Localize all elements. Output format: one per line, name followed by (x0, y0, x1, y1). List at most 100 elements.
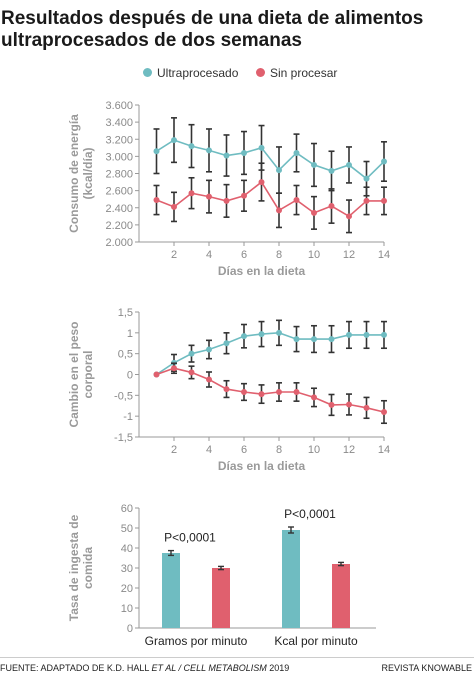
data-point-ultraprocesado (346, 331, 352, 338)
data-point-sin-procesar (276, 389, 282, 395)
legend: Ultraprocesado Sin procesar (0, 66, 474, 84)
x-tick-label: 10 (308, 249, 320, 261)
y-tick-label: 2.800 (105, 169, 133, 181)
y-tick-label: 2.600 (105, 186, 133, 198)
data-point-sin-procesar (363, 197, 370, 204)
data-point-sin-procesar (381, 409, 387, 415)
x-tick-label: 8 (276, 444, 282, 456)
y-tick-label: 0 (127, 370, 133, 382)
data-point-ultraprocesado (346, 161, 352, 168)
y-axis-title-line: Cambio en el peso (67, 321, 81, 427)
data-point-sin-procesar (346, 401, 352, 408)
x-tick-label: 12 (343, 444, 355, 456)
y-tick-label: 3.400 (105, 117, 133, 129)
footer-divider (0, 657, 474, 658)
legend-label-ultraprocesado: Ultraprocesado (157, 66, 239, 80)
data-point-sin-procesar (258, 179, 265, 186)
data-point-ultraprocesado (153, 148, 160, 155)
y-tick-label: -1,5 (114, 432, 133, 444)
data-point-sin-procesar (363, 404, 370, 411)
data-point-sin-procesar (206, 376, 212, 383)
x-tick-label: 12 (343, 249, 355, 261)
y-tick-label: 2.400 (105, 203, 133, 215)
y-tick-label: 2.200 (105, 220, 133, 232)
bar-ultraprocesado (282, 530, 300, 628)
data-point-sin-procesar (171, 203, 177, 210)
data-point-ultraprocesado (223, 152, 230, 159)
source-note-suffix: 2019 (266, 663, 290, 673)
data-point-ultraprocesado (328, 336, 335, 343)
y-tick-label: 10 (121, 603, 133, 615)
legend-label-sin-procesar: Sin procesar (270, 66, 338, 80)
data-point-sin-procesar (223, 197, 230, 204)
y-tick-label: 3.000 (105, 151, 133, 163)
data-point-sin-procesar (276, 207, 282, 214)
category-label: Gramos por minuto (145, 634, 248, 648)
category-label: Kcal por minuto (274, 634, 358, 648)
data-point-sin-procesar (381, 197, 387, 204)
data-point-ultraprocesado (206, 147, 212, 154)
y-axis-title: Cambio en el pesocorporal (67, 321, 95, 427)
data-point-ultraprocesado (328, 167, 335, 174)
data-point-ultraprocesado (363, 175, 370, 182)
y-tick-label: 1,5 (118, 307, 133, 319)
data-point-ultraprocesado (206, 346, 212, 353)
data-point-sin-procesar (171, 365, 177, 372)
series-line-sin-procesar (156, 180, 384, 218)
data-point-ultraprocesado (311, 161, 317, 168)
y-tick-label: 2.000 (105, 237, 133, 249)
legend-item-sin-procesar: Sin procesar (256, 66, 337, 80)
source-note-prefix: FUENTE: ADAPTADO DE K.D. HALL (0, 663, 152, 673)
bar-sin-procesar (332, 564, 350, 628)
x-axis-title: Días en la dieta (218, 459, 306, 473)
series-line-ultraprocesado (156, 139, 385, 180)
y-tick-label: 60 (121, 503, 133, 515)
x-tick-label: 10 (308, 444, 320, 456)
x-tick-label: 14 (378, 249, 390, 261)
x-tick-label: 6 (241, 444, 247, 456)
data-point-ultraprocesado (258, 331, 265, 338)
chart-title-line-1: Resultados después de una dieta de alime… (1, 8, 424, 29)
y-tick-label: 40 (121, 543, 133, 555)
p-value-annotation: P<0,0001 (164, 531, 216, 545)
y-axis-title-line: Consumo de energía (67, 114, 81, 233)
eating-rate-chart: 60 50 40 30 20 10 0 Tasa de ingesta decomida Gra… (67, 503, 376, 648)
data-point-ultraprocesado (188, 350, 195, 357)
legend-swatch-sin-procesar (256, 68, 265, 78)
data-point-sin-procesar (153, 371, 160, 378)
x-tick-label: 14 (378, 444, 390, 456)
y-axis-title: Consumo de energía(kcal/día) (67, 114, 95, 233)
data-point-ultraprocesado (171, 137, 177, 144)
x-tick-label: 4 (206, 444, 212, 456)
y-axis-title-line: corporal (81, 350, 95, 398)
y-tick-label: 20 (121, 583, 133, 595)
legend-swatch-ultraprocesado (143, 68, 152, 78)
data-point-ultraprocesado (293, 336, 300, 343)
data-point-sin-procesar (311, 394, 317, 401)
data-point-sin-procesar (293, 389, 300, 395)
data-point-sin-procesar (346, 213, 352, 220)
data-point-ultraprocesado (241, 149, 247, 156)
chart-title: Resultados después de una dieta de alime… (0, 8, 474, 52)
y-tick-label: -0,5 (114, 390, 133, 402)
x-tick-label: 2 (171, 249, 177, 261)
y-tick-label: 3.200 (105, 134, 133, 146)
y-tick-label: 1 (127, 328, 133, 340)
source-note: FUENTE: ADAPTADO DE K.D. HALL ET AL / CE… (0, 663, 289, 673)
data-point-ultraprocesado (223, 340, 230, 347)
energy-intake-chart: 3.600 3.400 3.200 3.000 2.800 2.600 2.400 2.200… (67, 100, 390, 278)
body-weight-chart: 1,5 1 0,5 0 -0,5 -1 -1,5 2 4 6 8 10 12 14 Días en la d… (67, 307, 390, 473)
y-axis-title: Tasa de ingesta decomida (67, 514, 95, 621)
y-tick-label: 0 (127, 623, 133, 635)
data-point-ultraprocesado (293, 149, 300, 156)
y-tick-label: 0,5 (118, 349, 133, 361)
data-point-sin-procesar (311, 209, 317, 216)
legend-item-ultraprocesado: Ultraprocesado (143, 66, 238, 80)
chart-title-line-2: ultraprocesados de dos semanas (1, 30, 302, 51)
data-point-sin-procesar (241, 389, 247, 395)
x-tick-label: 2 (171, 444, 177, 456)
data-point-sin-procesar (153, 197, 160, 204)
data-point-ultraprocesado (258, 144, 265, 151)
data-point-ultraprocesado (276, 329, 282, 336)
bar-sin-procesar (212, 568, 230, 628)
